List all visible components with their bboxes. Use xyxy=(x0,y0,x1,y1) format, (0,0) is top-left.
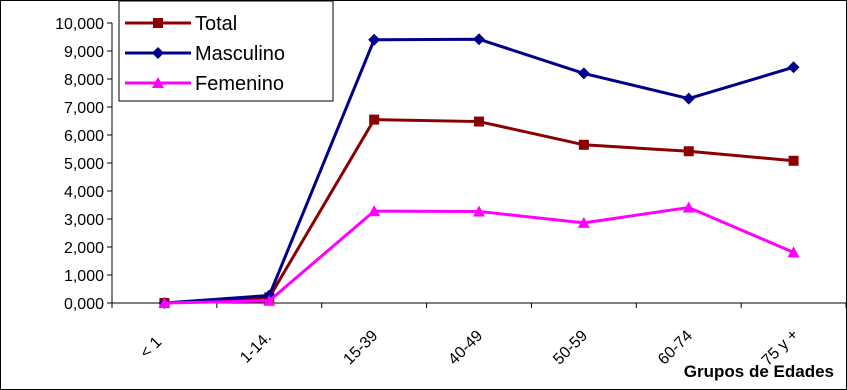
data-point-masculino xyxy=(682,92,695,105)
legend-marker-masculino xyxy=(152,47,164,59)
legend-label-femenino: Femenino xyxy=(195,73,284,95)
x-tick-label: 15-39 xyxy=(340,327,381,368)
data-point-femenino xyxy=(682,201,695,213)
x-tick-label: 1-14. xyxy=(237,329,275,367)
legend-label-masculino: Masculino xyxy=(195,43,285,65)
legend-marker-total xyxy=(153,18,163,28)
y-tick-label: 9,000 xyxy=(64,44,104,61)
x-tick-label: 40-49 xyxy=(445,327,486,368)
y-tick-label: 0,000 xyxy=(64,296,104,313)
y-tick-label: 3,000 xyxy=(64,212,104,229)
y-tick-label: 5,000 xyxy=(64,156,104,173)
data-point-femenino xyxy=(787,246,800,258)
y-tick-label: 7,000 xyxy=(64,100,104,117)
y-tick-label: 1,000 xyxy=(64,268,104,285)
y-tick-label: 10,000 xyxy=(55,16,104,33)
data-point-total xyxy=(474,116,484,127)
y-tick-label: 4,000 xyxy=(64,184,104,201)
x-tick-label: 50-59 xyxy=(550,327,591,368)
data-point-masculino xyxy=(577,67,590,80)
data-point-total xyxy=(683,146,694,157)
data-point-femenino xyxy=(473,205,485,217)
data-point-masculino xyxy=(473,33,485,46)
x-axis-title: Grupos de Edades xyxy=(684,362,834,381)
series-line-femenino xyxy=(164,205,795,305)
data-point-masculino xyxy=(787,61,800,74)
legend-label-total: Total xyxy=(195,13,237,35)
data-point-femenino xyxy=(263,294,276,306)
x-tick-label: < 1 xyxy=(137,334,165,362)
y-tick-label: 2,000 xyxy=(64,240,104,257)
data-point-total xyxy=(788,155,799,166)
y-tick-label: 8,000 xyxy=(64,72,104,89)
data-point-total xyxy=(369,114,380,125)
y-tick-label: 6,000 xyxy=(64,128,104,145)
data-point-femenino xyxy=(368,205,381,217)
data-point-femenino xyxy=(158,297,171,308)
data-point-total xyxy=(578,139,589,150)
data-point-femenino xyxy=(577,216,590,228)
legend-marker-femenino xyxy=(152,77,164,88)
data-point-masculino xyxy=(368,33,381,46)
